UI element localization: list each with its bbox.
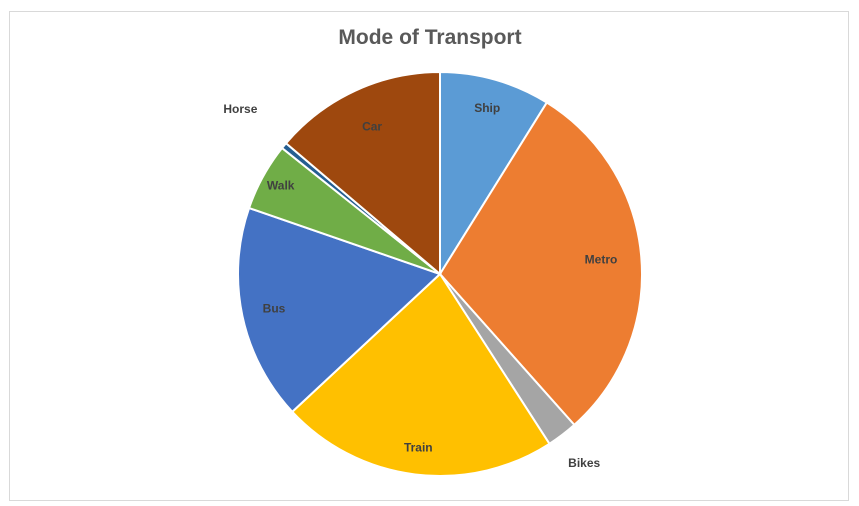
pie-slice-ship	[439, 70, 549, 278]
pie-slice-train	[290, 272, 551, 477]
pie-slices	[237, 70, 643, 477]
pie-label-car: Car	[362, 119, 382, 133]
pie-slice-car	[284, 70, 441, 277]
pie-label-walk: Walk	[267, 179, 295, 193]
chart-area: Mode of Transport Ship Metro Bikes Train Bus…	[9, 11, 849, 501]
pie-label-metro: Metro	[585, 252, 618, 266]
pie-label-horse: Horse	[223, 102, 257, 116]
pie-label-bus: Bus	[263, 301, 286, 315]
pie-labels: Ship Metro Bikes Train Bus Walk Horse Car	[223, 101, 617, 470]
pie-label-train: Train	[404, 441, 433, 455]
pie-chart: Ship Metro Bikes Train Bus Walk Horse Car	[223, 70, 643, 477]
pie-slice-metro	[438, 101, 643, 427]
pie-label-bikes: Bikes	[568, 456, 600, 470]
pie-label-ship: Ship	[474, 101, 500, 115]
pie-slice-bus	[237, 206, 442, 414]
chart-title: Mode of Transport	[338, 26, 522, 49]
